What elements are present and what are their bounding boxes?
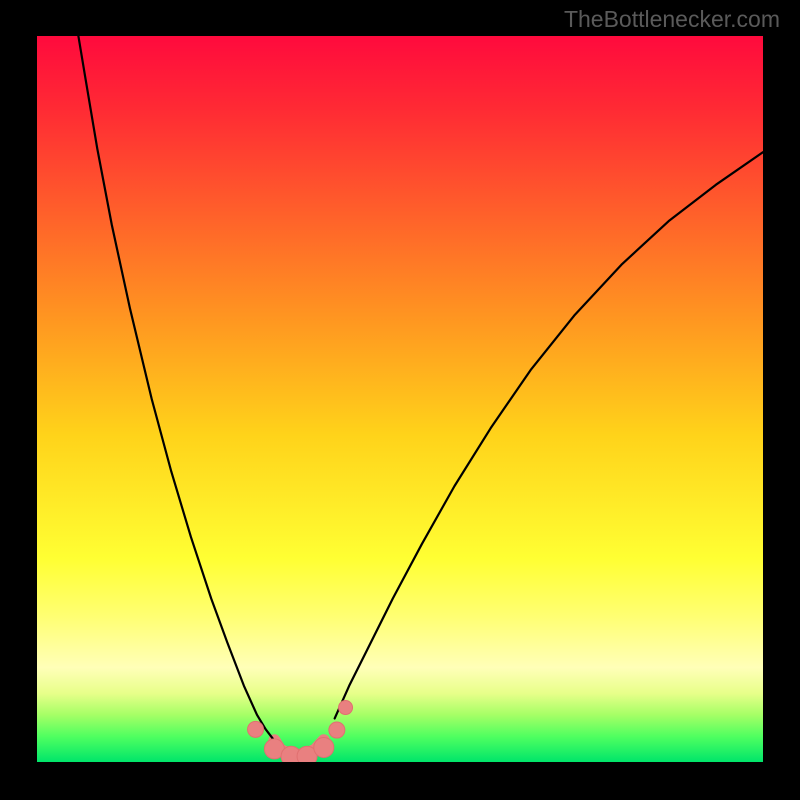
chart-stage: TheBottlenecker.com	[0, 0, 800, 800]
marker-dot	[314, 737, 334, 757]
gradient-background	[37, 36, 763, 762]
marker-dot	[339, 701, 353, 715]
bottleneck-curve-chart	[37, 36, 763, 762]
marker-dot	[248, 721, 264, 737]
marker-dot	[329, 722, 345, 738]
watermark-source-label: TheBottlenecker.com	[564, 6, 780, 33]
